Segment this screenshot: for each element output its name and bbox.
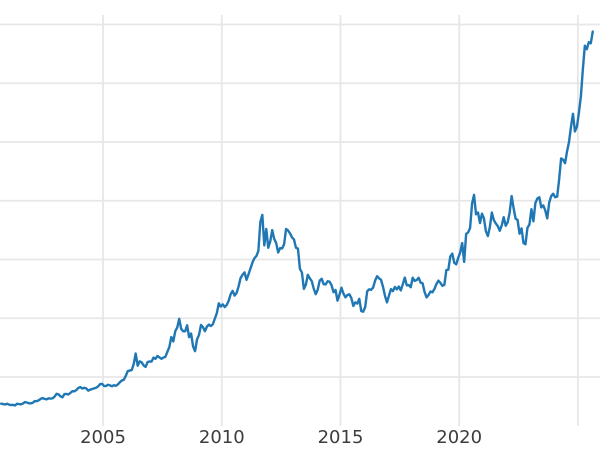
x-tick-label-2015: 2015 [317,427,364,448]
price-line [0,30,594,407]
x-tick-label-2020: 2020 [436,427,483,448]
gridlines [0,15,600,426]
x-tick-label-2005: 2005 [80,427,126,448]
x-tick-label-2010: 2010 [198,427,245,448]
